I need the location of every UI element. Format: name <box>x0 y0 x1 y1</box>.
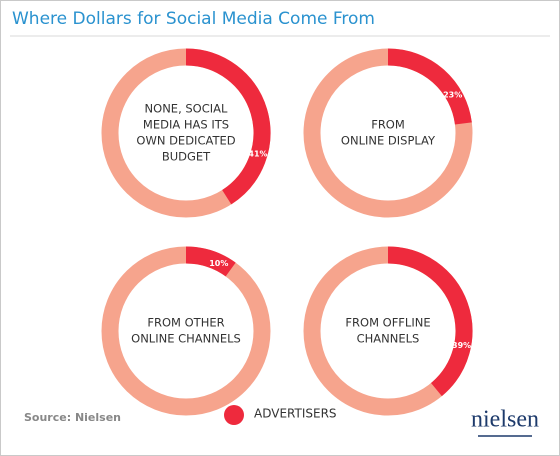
logo: nielsen <box>471 407 539 433</box>
source: Source: Nielsen <box>24 411 121 424</box>
center-label: FROM OTHER <box>147 316 224 330</box>
center-label: CHANNELS <box>357 332 420 346</box>
donut-arc <box>387 48 472 125</box>
center-label: NONE, SOCIAL <box>145 102 228 116</box>
donut-arc <box>185 48 271 205</box>
value-label: 23% <box>443 91 462 100</box>
donut-arc <box>387 246 473 397</box>
legend-swatch <box>224 405 244 425</box>
center-label: ONLINE CHANNELS <box>131 332 241 346</box>
center-label: MEDIA HAS ITS <box>143 118 229 132</box>
value-label: 39% <box>452 341 471 350</box>
center-label: FROM OFFLINE <box>345 316 430 330</box>
chart-title: Where Dollars for Social Media Come From <box>12 9 375 29</box>
value-label: 10% <box>209 259 228 268</box>
value-label: 41% <box>248 150 267 159</box>
center-label: BUDGET <box>162 150 211 164</box>
donut-arc <box>185 246 236 277</box>
center-label: OWN DEDICATED <box>136 134 235 148</box>
center-label: ONLINE DISPLAY <box>341 134 436 148</box>
legend-label: ADVERTISERS <box>254 407 337 421</box>
center-label: FROM <box>371 118 405 132</box>
